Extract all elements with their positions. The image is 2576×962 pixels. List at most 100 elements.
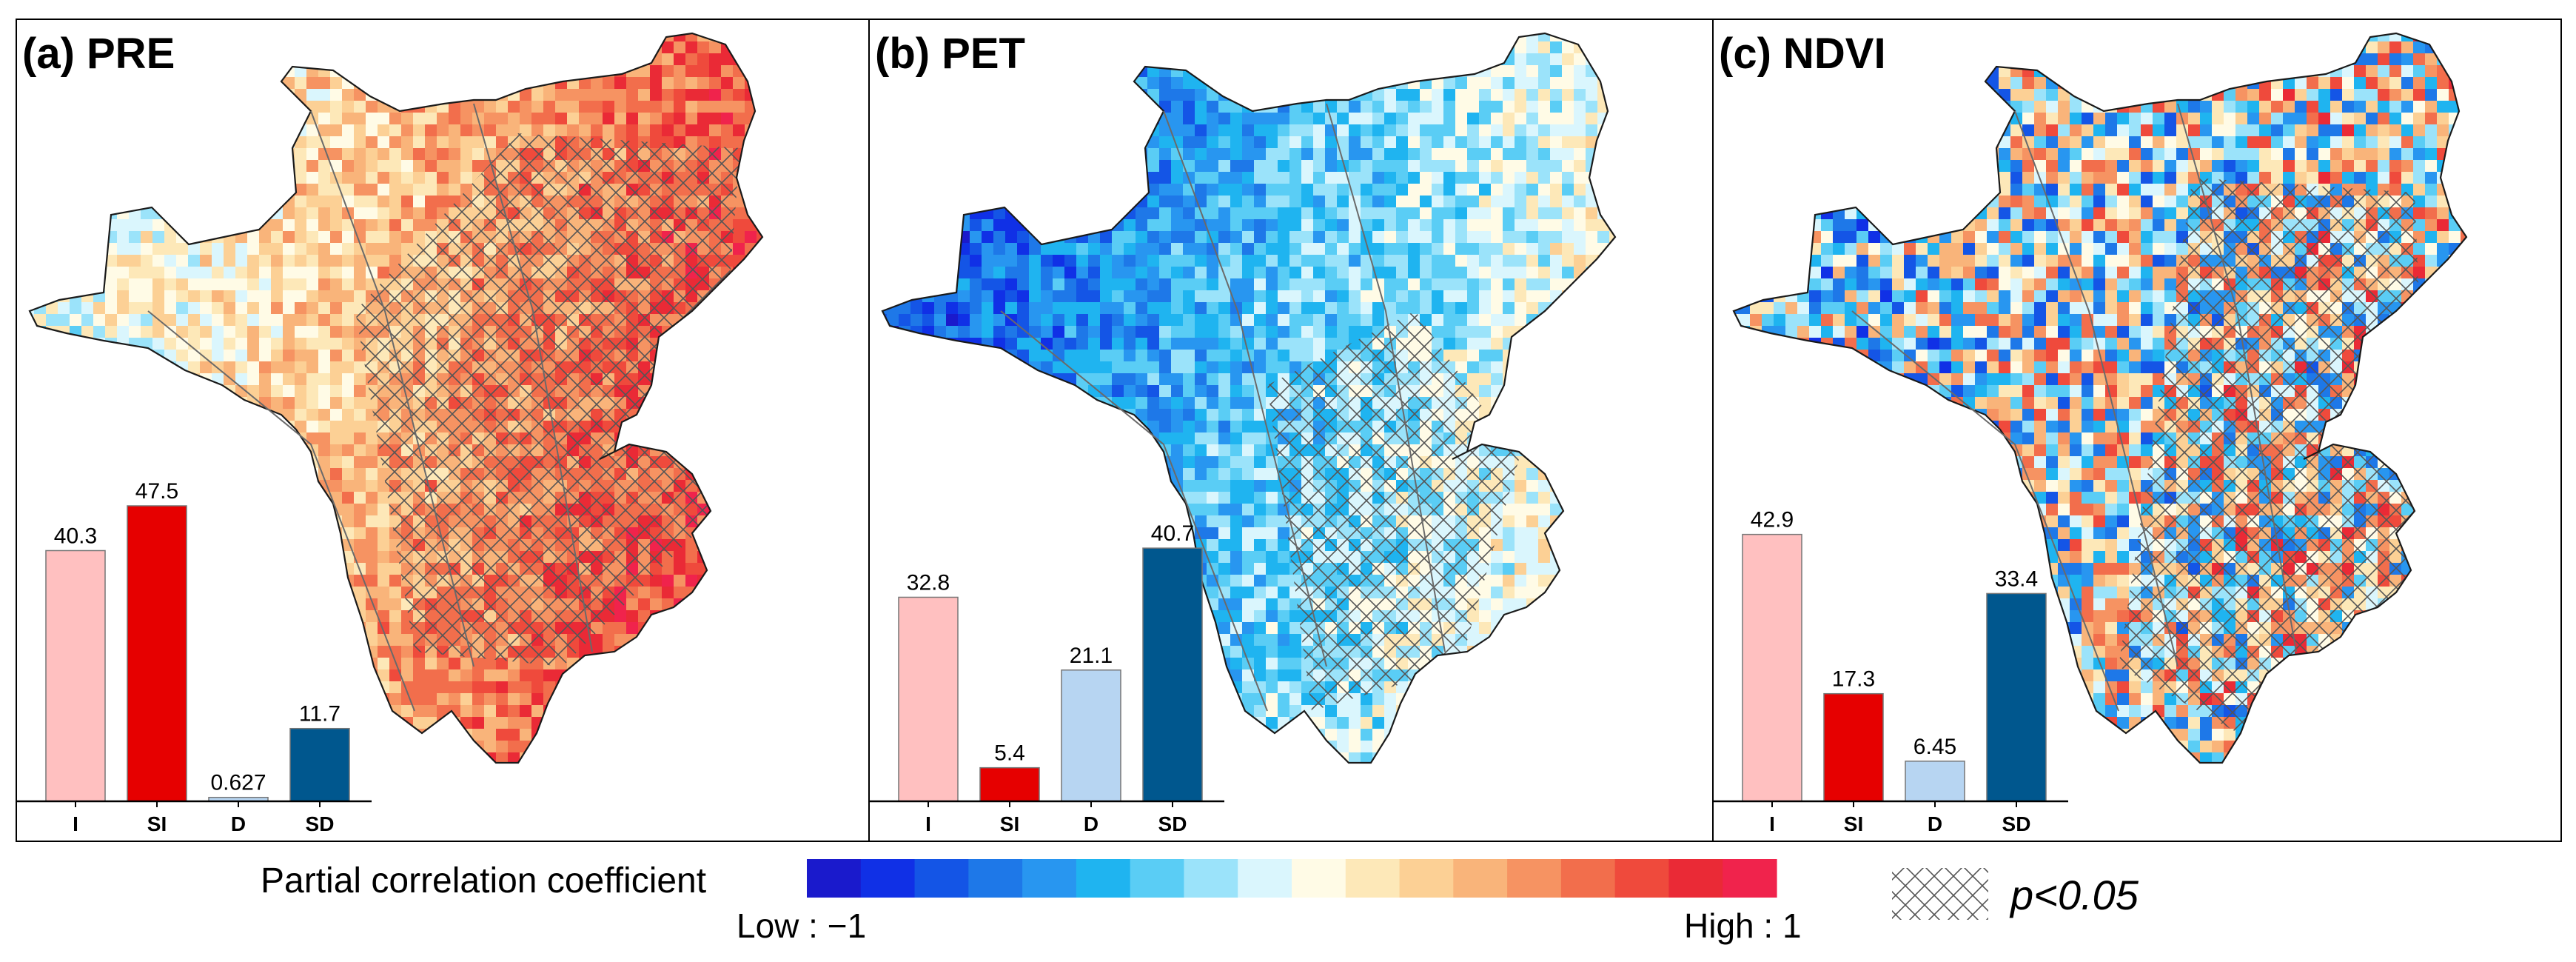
map-pixel: [603, 101, 614, 113]
map-pixel: [389, 196, 401, 207]
map-pixel: [1515, 53, 1526, 65]
map-pixel: [354, 101, 366, 113]
map-pixel: [721, 136, 733, 148]
map-pixel: [318, 219, 330, 231]
map-pixel: [247, 373, 259, 385]
map-pixel: [1443, 124, 1455, 136]
map-pixel: [709, 41, 721, 53]
map-pixel: [366, 136, 378, 148]
map-pixel: [378, 658, 389, 669]
map-pixel: [271, 255, 283, 267]
map-pixel: [342, 302, 354, 314]
map-pixel: [1207, 184, 1218, 196]
map-pixel: [105, 278, 117, 290]
map-pixel: [626, 77, 638, 89]
map-pixel: [484, 741, 496, 752]
map-pixel: [366, 610, 378, 622]
map-pixel: [342, 480, 354, 492]
map-pixel: [1207, 113, 1218, 124]
map-pixel: [1491, 136, 1503, 148]
map-pixel: [306, 326, 318, 338]
map-pixel: [259, 255, 271, 267]
map-pixel: [472, 658, 484, 669]
map-pixel: [93, 326, 105, 338]
map-pixel: [342, 255, 354, 267]
map-pixel: [674, 124, 685, 136]
map-pixel: [129, 326, 141, 338]
map-pixel: [152, 219, 164, 231]
map-pixel: [259, 373, 271, 385]
map-pixel: [1562, 65, 1574, 77]
map-pixel: [164, 338, 176, 350]
map-pixel: [342, 314, 354, 326]
map-pixel: [1443, 113, 1455, 124]
map-pixel: [389, 160, 401, 172]
map-pixel: [295, 385, 306, 397]
map-pixel: [1526, 160, 1538, 172]
map-pixel: [1278, 113, 1289, 124]
map-pixel: [1550, 184, 1562, 196]
map-pixel: [591, 89, 603, 101]
map-pixel: [685, 53, 697, 65]
map-pixel: [650, 575, 662, 587]
map-pixel: [1562, 53, 1574, 65]
map-pixel: [330, 290, 342, 302]
map-pixel: [1526, 136, 1538, 148]
map-pixel: [1396, 89, 1408, 101]
map-pixel: [283, 243, 295, 255]
map-pixel: [484, 113, 496, 124]
map-pixel: [366, 622, 378, 634]
map-pixel: [295, 409, 306, 421]
map-pixel: [295, 255, 306, 267]
map-pixel: [1266, 160, 1278, 172]
map-pixel: [389, 693, 401, 705]
map-pixel: [697, 53, 709, 65]
map-pixel: [354, 444, 366, 456]
map-pixel: [378, 196, 389, 207]
map-pixel: [141, 278, 152, 290]
map-pixel: [1372, 136, 1384, 148]
map-pixel: [212, 243, 224, 255]
map-pixel: [354, 267, 366, 278]
map-pixel: [1503, 196, 1515, 207]
map-pixel: [306, 89, 318, 101]
map-pixel: [1515, 77, 1526, 89]
map-pixel: [472, 669, 484, 681]
map-pixel: [1278, 124, 1289, 136]
map-pixel: [295, 231, 306, 243]
map-pixel: [1384, 172, 1396, 184]
map-pixel: [129, 231, 141, 243]
map-pixel: [176, 350, 188, 361]
map-pixel: [81, 302, 93, 314]
map-pixel: [1479, 124, 1491, 136]
map-pixel: [520, 717, 531, 729]
map-pixel: [401, 184, 413, 196]
map-pixel: [1325, 148, 1337, 160]
map-pixel: [1467, 89, 1479, 101]
map-pixel: [1538, 41, 1550, 53]
map-pixel: [543, 89, 555, 101]
map-pixel: [1218, 101, 1230, 113]
map-pixel: [152, 290, 164, 302]
map-pixel: [685, 41, 697, 53]
map-pixel: [1515, 160, 1526, 172]
map-pixel: [164, 267, 176, 278]
map-pixel: [733, 124, 745, 136]
map-pixel: [1289, 184, 1301, 196]
map-pixel: [662, 41, 674, 53]
map-pixel: [342, 361, 354, 373]
map-pixel: [354, 124, 366, 136]
map-pixel: [342, 468, 354, 480]
map-pixel: [638, 77, 650, 89]
map-pixel: [1289, 196, 1301, 207]
map-pixel: [141, 219, 152, 231]
map-pixel: [271, 278, 283, 290]
map-pixel: [1242, 196, 1254, 207]
map-pixel: [176, 290, 188, 302]
map-pixel: [472, 729, 484, 741]
map-pixel: [460, 172, 472, 184]
map-pixel: [105, 290, 117, 302]
map-pixel: [1349, 101, 1361, 113]
map-pixel: [1538, 196, 1550, 207]
map-pixel: [709, 77, 721, 89]
